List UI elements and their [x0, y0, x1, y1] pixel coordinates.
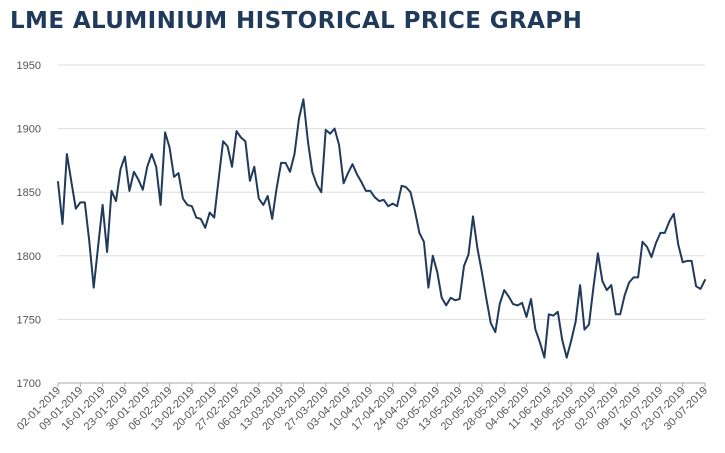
- chart-title: LME ALUMINIUM HISTORICAL PRICE GRAPH: [10, 8, 583, 34]
- x-axis-tick-labels: 02-01-201909-01-201916-01-201923-01-2019…: [15, 385, 710, 433]
- y-tick-label-1800: 1800: [17, 251, 41, 263]
- grid-lines: [58, 64, 705, 320]
- y-tick-label-1900: 1900: [17, 124, 41, 136]
- y-tick-label-1850: 1850: [17, 187, 41, 199]
- y-tick-label-1700: 1700: [17, 378, 41, 390]
- y-axis-tick-labels: 1700 1750 1800 1850 1900 1950: [17, 60, 41, 390]
- series-group: [57, 98, 706, 359]
- x-axis: [57, 382, 706, 387]
- y-tick-label-1950: 1950: [17, 60, 41, 72]
- series-line-aluminium-price: [57, 98, 706, 359]
- y-tick-label-1750: 1750: [17, 314, 41, 326]
